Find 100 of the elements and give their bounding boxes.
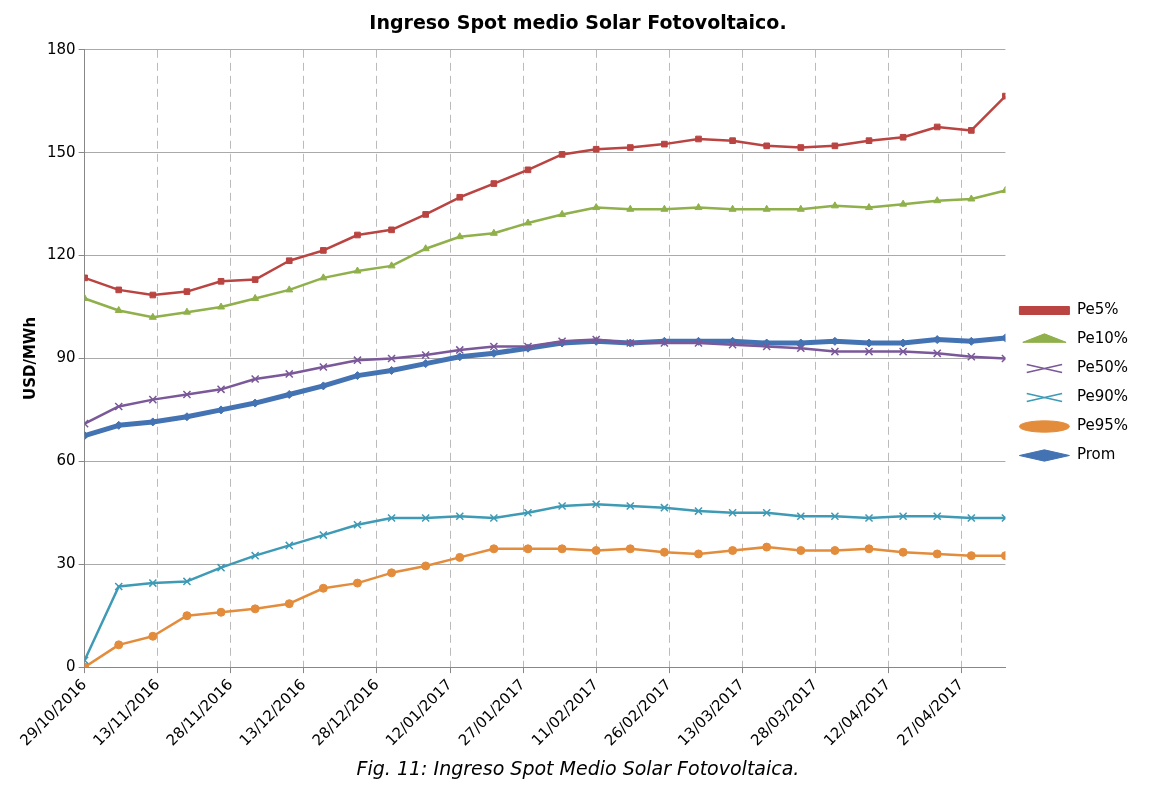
point	[489, 513, 499, 523]
point	[387, 513, 396, 523]
point	[387, 354, 396, 363]
point	[284, 599, 294, 609]
point	[285, 257, 293, 265]
point	[284, 369, 294, 379]
point	[557, 501, 567, 511]
point	[319, 273, 328, 281]
point	[967, 352, 976, 362]
point	[660, 204, 669, 212]
point	[284, 541, 294, 550]
point	[115, 286, 123, 294]
point	[967, 513, 976, 523]
point	[318, 583, 328, 593]
point	[217, 302, 226, 310]
point	[320, 247, 327, 254]
point	[352, 578, 362, 588]
point	[217, 277, 225, 285]
point	[864, 544, 874, 554]
point	[114, 305, 123, 313]
point	[797, 144, 805, 151]
point	[626, 144, 634, 151]
point	[898, 511, 908, 521]
point	[319, 530, 328, 540]
point	[489, 228, 498, 236]
point	[387, 568, 397, 578]
point	[251, 293, 260, 301]
point	[864, 513, 874, 523]
point	[831, 142, 839, 150]
point	[796, 204, 805, 212]
point	[216, 563, 226, 572]
point	[693, 549, 703, 559]
y-tick-label: 0	[66, 657, 76, 676]
y-tick-label: 150	[46, 142, 76, 161]
chart-title: Ingreso Spot medio Solar Fotovoltaico.	[369, 11, 787, 34]
legend-label: Pe50%	[1076, 358, 1129, 377]
point	[421, 561, 431, 571]
point	[796, 546, 806, 556]
point	[387, 261, 396, 269]
point	[250, 551, 260, 560]
point	[149, 291, 157, 299]
point	[388, 226, 395, 234]
point	[932, 511, 942, 521]
legend-label: Pe95%	[1076, 416, 1129, 435]
point	[558, 209, 567, 217]
point	[353, 355, 362, 365]
point	[422, 211, 429, 218]
point	[695, 135, 702, 143]
point	[557, 544, 567, 554]
point	[966, 551, 976, 561]
point	[728, 546, 738, 556]
point	[523, 544, 533, 554]
point	[216, 385, 226, 394]
point	[148, 395, 158, 404]
y-axis-title: USD/MWh	[20, 316, 39, 401]
point	[762, 342, 771, 351]
point	[183, 288, 191, 295]
point	[319, 362, 328, 372]
point	[796, 511, 806, 521]
point	[898, 547, 908, 557]
point	[558, 151, 566, 158]
point	[899, 133, 907, 141]
y-tick-label: 60	[56, 451, 76, 470]
point	[659, 547, 669, 557]
point	[148, 631, 158, 641]
y-tick-label: 30	[56, 554, 76, 573]
point	[182, 577, 192, 586]
point	[694, 203, 703, 211]
point	[455, 511, 465, 521]
point	[489, 544, 499, 554]
point	[353, 266, 362, 274]
y-tick-label: 180	[46, 39, 76, 58]
point	[796, 343, 806, 353]
point	[898, 347, 908, 356]
point	[967, 194, 976, 202]
point	[626, 501, 635, 511]
point	[182, 390, 192, 399]
point	[490, 180, 498, 187]
point	[182, 611, 192, 621]
point	[524, 218, 532, 226]
point	[285, 285, 294, 293]
point	[661, 140, 668, 148]
point	[932, 549, 942, 559]
point	[728, 508, 737, 518]
point	[524, 166, 532, 174]
point	[865, 203, 873, 211]
point	[933, 123, 941, 131]
point	[728, 204, 737, 212]
point	[523, 508, 533, 518]
point	[694, 506, 703, 516]
point	[489, 342, 499, 351]
point	[251, 276, 259, 283]
point	[114, 640, 124, 650]
point	[932, 349, 942, 358]
point	[967, 127, 975, 134]
point	[591, 499, 601, 509]
point	[216, 607, 226, 617]
y-tick-label: 120	[46, 245, 76, 264]
legend-label: Prom	[1076, 445, 1116, 464]
point	[729, 137, 736, 145]
